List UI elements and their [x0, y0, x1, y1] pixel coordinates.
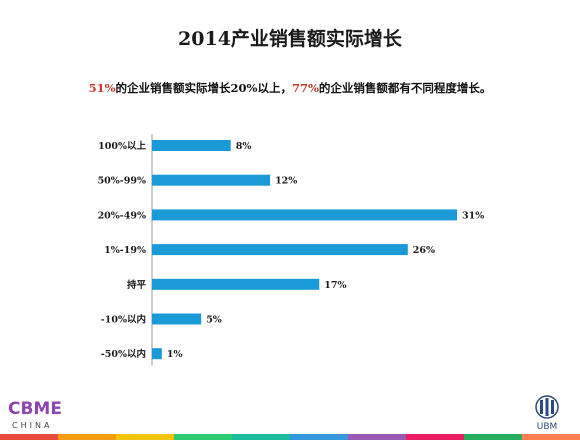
bar	[152, 244, 408, 256]
stripe-segment	[290, 434, 348, 440]
bar	[152, 209, 457, 221]
data-label: 31%	[462, 210, 484, 221]
stripe-segment	[522, 434, 580, 440]
cbme-logo-text: CBME	[8, 399, 62, 419]
stripe-segment	[58, 434, 116, 440]
stripe-segment	[232, 434, 290, 440]
ubm-globe-icon	[535, 395, 559, 419]
category-label: 1%-19%	[104, 245, 146, 256]
data-label: 12%	[275, 176, 297, 187]
cbme-logo: CBME CHINA	[8, 399, 62, 430]
category-label: 50%-99%	[98, 176, 146, 187]
stripe-segment	[464, 434, 522, 440]
bar	[152, 348, 162, 360]
data-label: 26%	[413, 245, 435, 256]
stripe-segment	[116, 434, 174, 440]
data-label: 8%	[236, 141, 252, 152]
subtitle-percent-b: 77%	[291, 81, 319, 95]
cbme-logo-subtext: CHINA	[12, 421, 52, 430]
stripe-segment	[0, 434, 58, 440]
stripe-segment	[174, 434, 232, 440]
ubm-logo-text: UBM	[537, 422, 558, 432]
chart-subtitle: 51%的企业销售额实际增长20%以上，77%的企业销售额都有不同程度增长。	[0, 80, 580, 96]
bar	[152, 278, 320, 290]
category-label: -10%以内	[101, 314, 146, 326]
subtitle-percent-a: 51%	[88, 81, 116, 95]
subtitle-text-a: 的企业销售额实际增长20%以上，	[115, 81, 292, 95]
bar	[152, 313, 202, 325]
color-stripe	[0, 434, 580, 440]
category-label: 20%-49%	[98, 210, 146, 221]
category-label: 100%以上	[98, 140, 146, 152]
data-label: 5%	[206, 315, 222, 326]
bar	[152, 174, 271, 186]
bar	[152, 140, 231, 151]
stripe-segment	[348, 434, 406, 440]
data-label: 17%	[324, 280, 346, 291]
chart-title: 2014产业销售额实际增长	[178, 28, 402, 50]
category-label: -50%以内	[101, 348, 146, 360]
subtitle-text-b: 的企业销售额都有不同程度增长。	[318, 81, 492, 95]
category-label: 持平	[127, 279, 147, 291]
ubm-logo: UBM	[535, 395, 559, 432]
data-label: 1%	[167, 349, 183, 360]
stripe-segment	[406, 434, 464, 440]
